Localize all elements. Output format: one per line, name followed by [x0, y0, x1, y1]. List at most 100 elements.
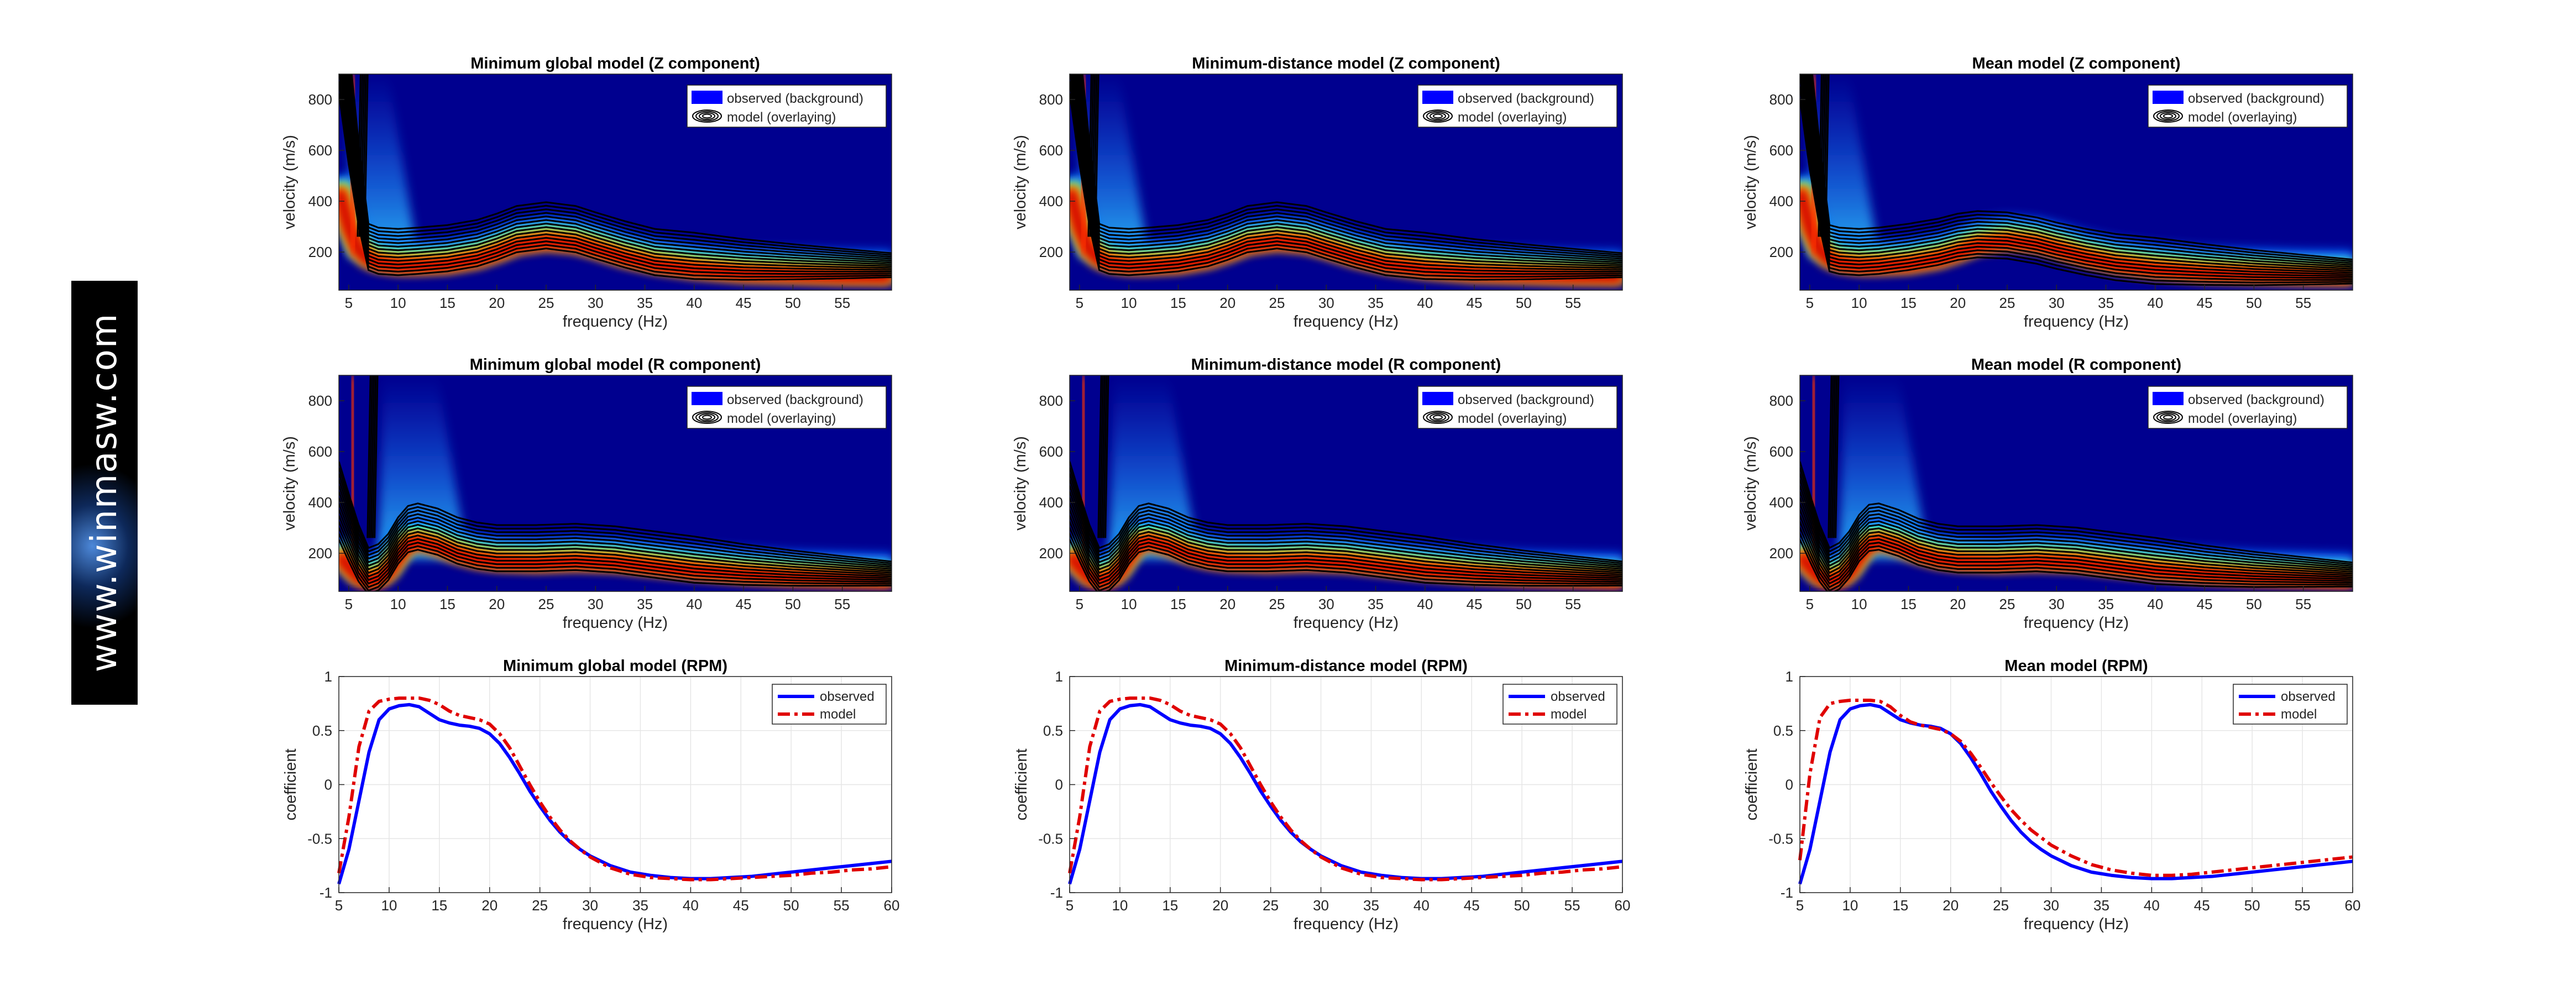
model-contour — [1800, 491, 2353, 573]
model-contour — [1087, 74, 1092, 237]
x-tick-label: 30 — [2043, 897, 2059, 914]
model-contour — [358, 74, 363, 237]
y-tick-label: 400 — [308, 193, 332, 209]
model-contour — [339, 521, 892, 585]
model-contour — [339, 515, 892, 581]
y-tick-label: -1 — [1781, 884, 1793, 901]
y-tick-label: -0.5 — [307, 830, 332, 847]
x-tick-label: 25 — [1269, 295, 1285, 311]
model-contour — [350, 74, 892, 256]
model-contour — [1089, 74, 1094, 237]
y-tick-label: 0.5 — [1043, 722, 1063, 739]
x-tick-label: 35 — [2093, 897, 2109, 914]
x-tick-label: 25 — [532, 897, 548, 914]
model-contour — [1075, 74, 1622, 268]
x-tick-label: 45 — [2194, 897, 2210, 914]
model-contour — [1800, 539, 2353, 591]
axes-frame — [338, 375, 892, 592]
legend-contour-icon — [1426, 412, 1449, 423]
x-axis-label: frequency (Hz) — [2024, 915, 2129, 933]
model-contour — [339, 527, 892, 589]
y-tick-label: 600 — [1769, 142, 1793, 159]
model-contour — [1825, 74, 1830, 237]
chart-title: Minimum-distance model (RPM) — [1224, 657, 1468, 675]
model-contour — [1101, 375, 1106, 538]
x-tick-label: 55 — [2295, 295, 2311, 311]
legend-label-model: model — [2281, 707, 2317, 722]
legend-observed-swatch — [2153, 392, 2184, 405]
legend-observed-swatch — [2153, 91, 2184, 104]
chart-panel: observed (background) model (overlaying) 5… — [1012, 356, 1623, 632]
axes-frame — [1799, 375, 2353, 592]
y-tick-label: 1 — [1055, 668, 1063, 685]
model-contour — [357, 74, 362, 237]
model-contour — [339, 93, 892, 281]
legend-contour-icon — [2160, 112, 2176, 120]
model-contour — [340, 74, 892, 273]
x-tick-label: 40 — [2144, 897, 2160, 914]
model-contour — [339, 485, 892, 570]
chart-title: Mean model (RPM) — [2004, 657, 2148, 675]
legend-contour-icon — [695, 412, 719, 423]
y-tick-label: 800 — [308, 91, 332, 108]
model-contour — [1070, 467, 1622, 564]
model-contour — [1804, 74, 2353, 274]
x-tick-label: 40 — [2147, 295, 2163, 311]
x-tick-label: 60 — [884, 897, 900, 914]
model-contour — [1800, 461, 2353, 564]
legend-contour-icon — [1433, 415, 1443, 420]
model-contour — [1070, 533, 1622, 591]
x-tick-label: 50 — [2244, 897, 2260, 914]
x-tick-label: 50 — [785, 596, 801, 612]
model-contour — [1800, 515, 2353, 581]
x-tick-label: 30 — [582, 897, 598, 914]
model-contour — [1070, 93, 1622, 281]
x-axis-label: frequency (Hz) — [563, 614, 668, 632]
y-tick-label: 800 — [308, 392, 332, 409]
x-tick-label: 5 — [1796, 897, 1804, 914]
legend-observed-label: observed (background) — [2188, 392, 2324, 407]
legend-observed-swatch — [1422, 392, 1453, 405]
x-tick-label: 40 — [683, 897, 699, 914]
model-contour — [339, 503, 892, 575]
x-tick-label: 45 — [1467, 295, 1483, 311]
model-contour — [1800, 509, 2353, 579]
x-tick-label: 25 — [1263, 897, 1279, 914]
model-contour — [1070, 521, 1622, 585]
y-tick-label: 1 — [1786, 668, 1793, 685]
x-tick-label: 30 — [1313, 897, 1329, 914]
y-axis-label: coefficient — [1013, 748, 1030, 820]
model-contour — [364, 74, 369, 237]
y-tick-label: 200 — [308, 545, 332, 562]
legend-observed-label: observed (background) — [1458, 392, 1594, 407]
model-contour — [1810, 74, 2353, 263]
x-axis-label: frequency (Hz) — [1294, 614, 1399, 632]
x-tick-label: 20 — [1950, 295, 1966, 311]
y-tick-label: 600 — [308, 443, 332, 460]
model-contour — [1808, 74, 2353, 266]
x-tick-label: 10 — [1851, 596, 1867, 612]
model-contour — [362, 74, 367, 237]
x-axis-label: frequency (Hz) — [563, 915, 668, 933]
x-tick-label: 15 — [439, 596, 455, 612]
model-contour — [339, 533, 892, 591]
legend-observed-swatch — [1422, 91, 1453, 104]
model-contour — [1819, 74, 1824, 237]
x-tick-label: 45 — [736, 295, 752, 311]
y-tick-label: 800 — [1039, 91, 1063, 108]
x-tick-label: 35 — [1368, 596, 1384, 612]
y-tick-label: 400 — [1769, 193, 1793, 209]
model-contour — [1080, 74, 1622, 258]
legend-contour-icon — [692, 411, 722, 424]
model-contour — [339, 479, 892, 568]
y-axis-label: coefficient — [1743, 748, 1761, 820]
model-contour — [339, 509, 892, 578]
y-tick-label: 0.5 — [312, 722, 332, 739]
x-tick-label: 15 — [1892, 897, 1908, 914]
x-tick-label: 15 — [1900, 295, 1917, 311]
model-contour — [1802, 74, 2353, 277]
x-tick-label: 5 — [1076, 295, 1083, 311]
